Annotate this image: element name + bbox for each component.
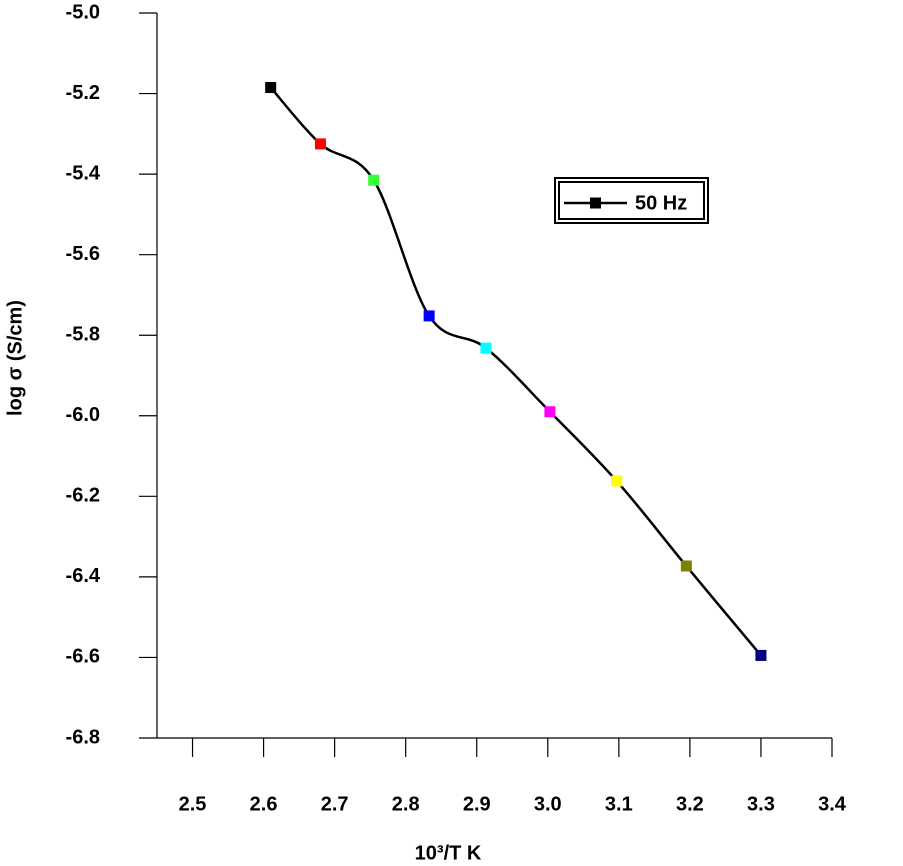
y-tick-label: -6.8 [66,726,100,748]
y-tick-label: -5.8 [66,324,100,346]
data-point [755,649,767,661]
legend-marker [590,197,601,209]
x-tick-label: 3.2 [676,793,704,815]
y-tick-label: -5.2 [66,82,100,104]
x-tick-label: 3.1 [605,793,633,815]
y-axis-label: log σ (S/cm) [4,300,26,416]
data-point [314,138,326,150]
data-point [544,406,556,418]
legend-frame-inner [558,181,705,220]
legend-frame [554,177,709,224]
y-tick-label: -5.6 [66,243,100,265]
data-point [265,82,277,94]
y-tick-label: -6.4 [66,565,101,587]
data-point [680,560,692,572]
y-tick-label: -6.6 [66,646,100,668]
x-tick-label: 3.3 [747,793,775,815]
x-tick-label: 2.8 [392,793,420,815]
x-tick-label: 2.6 [250,793,278,815]
x-tick-label: 2.5 [179,793,207,815]
x-tick-label: 2.9 [463,793,491,815]
x-axis-label: 10³/T K [415,842,482,864]
x-tick-label: 3.0 [534,793,562,815]
data-point [480,342,492,354]
legend-label: 50 Hz [635,192,687,214]
data-point [368,174,380,186]
data-point [423,310,435,322]
y-tick-label: -6.0 [66,404,100,426]
y-tick-label: -5.0 [66,1,100,23]
data-point [611,475,623,487]
x-tick-label: 2.7 [321,793,349,815]
legend: 50 Hz [554,177,709,224]
y-tick-label: -6.2 [66,485,100,507]
x-tick-label: 3.4 [818,793,847,815]
y-tick-label: -5.4 [66,162,101,184]
